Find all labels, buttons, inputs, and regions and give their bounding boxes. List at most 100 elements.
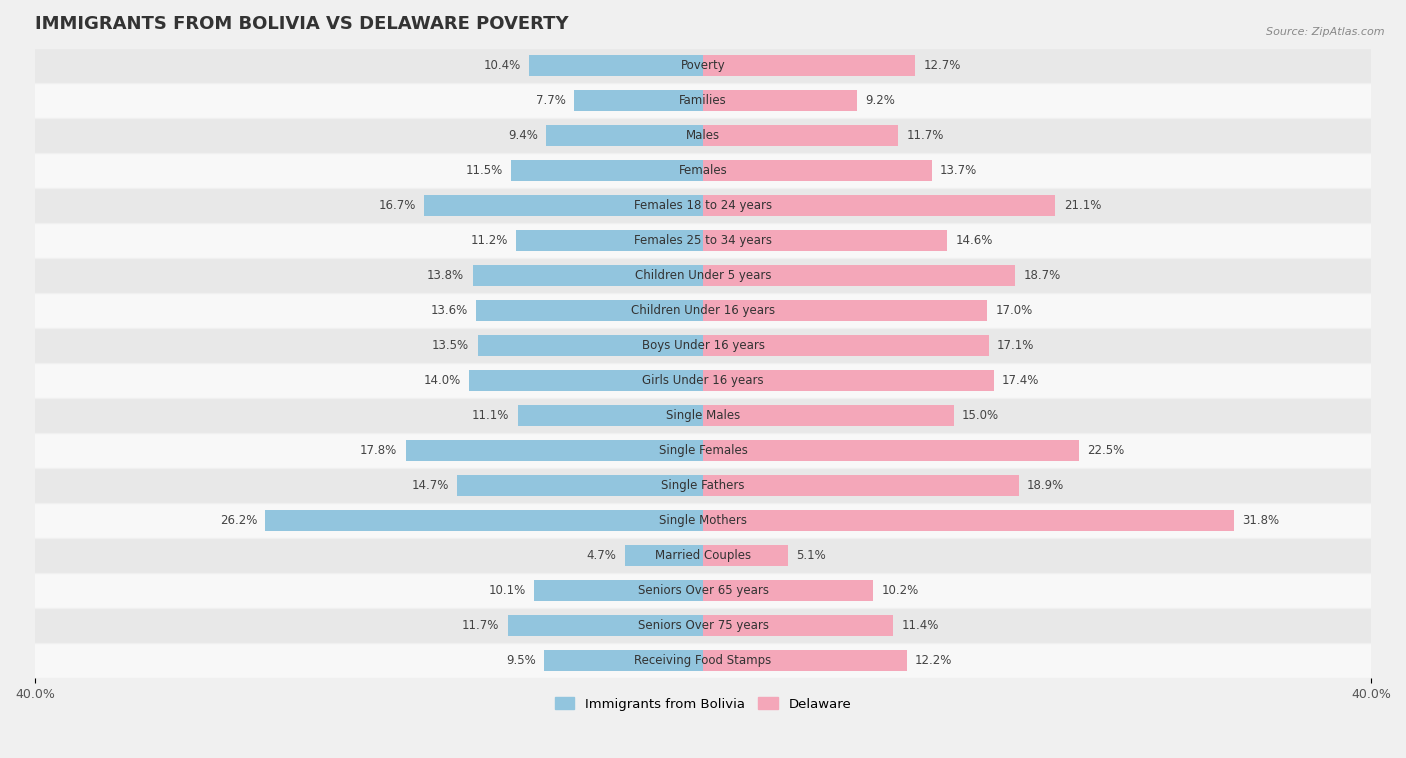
- Text: 11.2%: 11.2%: [470, 234, 508, 247]
- Text: 11.1%: 11.1%: [472, 409, 509, 422]
- Bar: [457, 475, 703, 496]
- Text: 5.1%: 5.1%: [797, 550, 827, 562]
- Bar: [703, 336, 988, 356]
- Bar: [266, 510, 703, 531]
- Bar: [35, 328, 1371, 363]
- Bar: [703, 230, 946, 252]
- Bar: [624, 546, 703, 566]
- Text: 10.4%: 10.4%: [484, 59, 522, 73]
- Text: 13.5%: 13.5%: [432, 340, 470, 352]
- Text: 22.5%: 22.5%: [1087, 444, 1125, 457]
- Text: Receiving Food Stamps: Receiving Food Stamps: [634, 654, 772, 668]
- Text: Families: Families: [679, 95, 727, 108]
- Text: 15.0%: 15.0%: [962, 409, 1000, 422]
- Text: 31.8%: 31.8%: [1243, 515, 1279, 528]
- Text: 12.7%: 12.7%: [924, 59, 960, 73]
- Text: 13.8%: 13.8%: [427, 269, 464, 283]
- Text: Males: Males: [686, 130, 720, 143]
- Bar: [703, 265, 1015, 287]
- Bar: [35, 189, 1371, 224]
- Bar: [406, 440, 703, 462]
- Bar: [478, 336, 703, 356]
- Bar: [35, 573, 1371, 609]
- Bar: [35, 434, 1371, 468]
- Text: 11.7%: 11.7%: [907, 130, 945, 143]
- Bar: [35, 118, 1371, 153]
- Bar: [516, 230, 703, 252]
- Bar: [35, 258, 1371, 293]
- Bar: [534, 581, 703, 601]
- Bar: [508, 615, 703, 637]
- Bar: [35, 644, 1371, 678]
- Bar: [35, 49, 1371, 83]
- Text: IMMIGRANTS FROM BOLIVIA VS DELAWARE POVERTY: IMMIGRANTS FROM BOLIVIA VS DELAWARE POVE…: [35, 15, 568, 33]
- Text: Single Fathers: Single Fathers: [661, 479, 745, 493]
- Bar: [546, 125, 703, 146]
- Text: 17.1%: 17.1%: [997, 340, 1035, 352]
- Text: Single Mothers: Single Mothers: [659, 515, 747, 528]
- Text: Girls Under 16 years: Girls Under 16 years: [643, 374, 763, 387]
- Bar: [35, 153, 1371, 189]
- Text: Seniors Over 75 years: Seniors Over 75 years: [637, 619, 769, 632]
- Bar: [35, 224, 1371, 258]
- Text: Females: Females: [679, 164, 727, 177]
- Text: Single Males: Single Males: [666, 409, 740, 422]
- Text: 11.4%: 11.4%: [901, 619, 939, 632]
- Bar: [703, 581, 873, 601]
- Bar: [703, 650, 907, 672]
- Text: Children Under 16 years: Children Under 16 years: [631, 305, 775, 318]
- Text: 18.9%: 18.9%: [1026, 479, 1064, 493]
- Text: Married Couples: Married Couples: [655, 550, 751, 562]
- Text: Poverty: Poverty: [681, 59, 725, 73]
- Text: 9.5%: 9.5%: [506, 654, 536, 668]
- Text: 9.2%: 9.2%: [865, 95, 894, 108]
- Bar: [425, 196, 703, 217]
- Text: 21.1%: 21.1%: [1064, 199, 1101, 212]
- Text: 14.0%: 14.0%: [423, 374, 461, 387]
- Bar: [35, 609, 1371, 644]
- Bar: [510, 161, 703, 181]
- Text: 10.1%: 10.1%: [489, 584, 526, 597]
- Bar: [703, 300, 987, 321]
- Text: 4.7%: 4.7%: [586, 550, 616, 562]
- Text: Single Females: Single Females: [658, 444, 748, 457]
- Text: Source: ZipAtlas.com: Source: ZipAtlas.com: [1267, 27, 1385, 36]
- Bar: [529, 55, 703, 77]
- Bar: [575, 90, 703, 111]
- Text: 14.6%: 14.6%: [955, 234, 993, 247]
- Text: 26.2%: 26.2%: [219, 515, 257, 528]
- Bar: [35, 83, 1371, 118]
- Text: 13.7%: 13.7%: [941, 164, 977, 177]
- Text: 10.2%: 10.2%: [882, 584, 920, 597]
- Bar: [703, 440, 1078, 462]
- Text: 17.8%: 17.8%: [360, 444, 398, 457]
- Text: 11.7%: 11.7%: [461, 619, 499, 632]
- Text: 17.4%: 17.4%: [1002, 374, 1039, 387]
- Bar: [470, 371, 703, 391]
- Text: Children Under 5 years: Children Under 5 years: [634, 269, 772, 283]
- Text: 13.6%: 13.6%: [430, 305, 468, 318]
- Bar: [35, 399, 1371, 434]
- Text: 16.7%: 16.7%: [378, 199, 416, 212]
- Bar: [517, 406, 703, 427]
- Text: Females 18 to 24 years: Females 18 to 24 years: [634, 199, 772, 212]
- Text: 12.2%: 12.2%: [915, 654, 952, 668]
- Bar: [35, 293, 1371, 328]
- Bar: [703, 546, 789, 566]
- Bar: [35, 538, 1371, 573]
- Bar: [35, 363, 1371, 399]
- Bar: [35, 503, 1371, 538]
- Legend: Immigrants from Bolivia, Delaware: Immigrants from Bolivia, Delaware: [550, 692, 856, 716]
- Bar: [703, 510, 1234, 531]
- Bar: [703, 196, 1056, 217]
- Text: Females 25 to 34 years: Females 25 to 34 years: [634, 234, 772, 247]
- Text: Boys Under 16 years: Boys Under 16 years: [641, 340, 765, 352]
- Text: Seniors Over 65 years: Seniors Over 65 years: [637, 584, 769, 597]
- Bar: [472, 265, 703, 287]
- Bar: [703, 371, 994, 391]
- Bar: [703, 90, 856, 111]
- Bar: [703, 615, 893, 637]
- Bar: [703, 125, 898, 146]
- Text: 17.0%: 17.0%: [995, 305, 1032, 318]
- Bar: [475, 300, 703, 321]
